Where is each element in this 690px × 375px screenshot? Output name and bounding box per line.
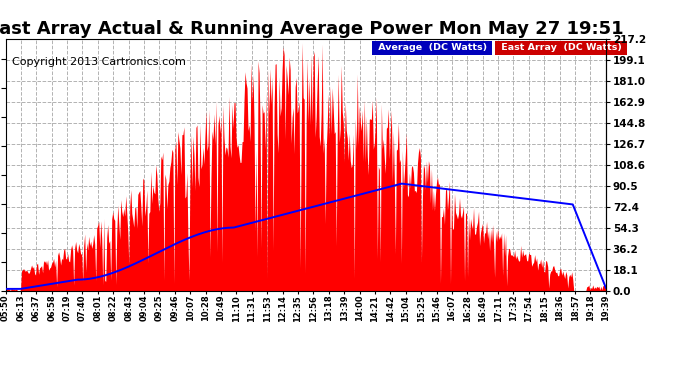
Text: Average  (DC Watts): Average (DC Watts) [375, 43, 490, 52]
Title: East Array Actual & Running Average Power Mon May 27 19:51: East Array Actual & Running Average Powe… [0, 20, 624, 38]
Text: Copyright 2013 Cartronics.com: Copyright 2013 Cartronics.com [12, 57, 186, 67]
Text: East Array  (DC Watts): East Array (DC Watts) [497, 43, 625, 52]
